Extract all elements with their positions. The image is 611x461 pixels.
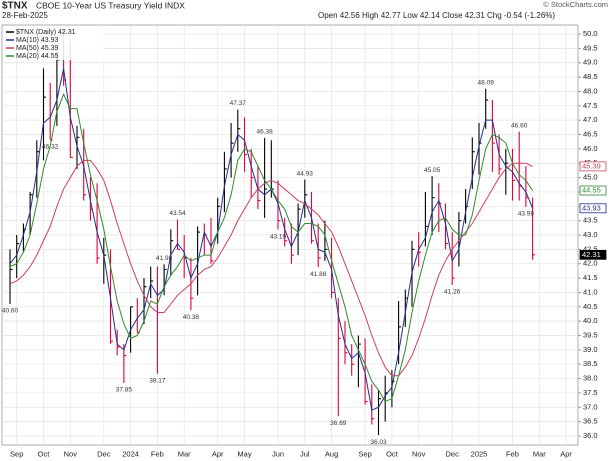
legend-box <box>4 27 104 60</box>
x-tick-label: 2025 <box>471 450 488 459</box>
annotation: 45.05 <box>424 167 441 174</box>
y-tick-label: 46.5 <box>583 129 598 138</box>
y-tick-label: 49.0 <box>583 58 598 67</box>
last-value-tag <box>579 249 607 260</box>
last-value-tag <box>579 203 607 214</box>
last-value-label: 43.93 <box>582 203 601 212</box>
y-tick-label: 40.5 <box>583 302 598 311</box>
x-tick-label: Jun <box>272 450 284 459</box>
x-tick-label: Feb <box>506 450 519 459</box>
x-tick-label: Mar <box>533 450 546 459</box>
y-tick-label: 43.5 <box>583 216 598 225</box>
last-value-label: 42.31 <box>582 250 601 259</box>
y-tick-label: 48.0 <box>583 86 598 95</box>
y-tick-label: 47.5 <box>583 101 598 110</box>
annotation: 43.98 <box>518 211 535 218</box>
x-tick-label: Apr <box>212 450 224 459</box>
y-tick-label: 48.5 <box>583 72 598 81</box>
x-tick-label: Mar <box>178 450 191 459</box>
legend-label: MA(50) 45.39 <box>16 45 59 52</box>
y-tick-label: 49.5 <box>583 43 598 52</box>
annotation: 43.19 <box>270 233 287 240</box>
y-tick-label: 37.0 <box>583 402 598 411</box>
annotation: 47.37 <box>230 100 247 107</box>
grid-layer <box>2 25 581 445</box>
annotation: 40.60 <box>2 308 19 315</box>
y-tick-label: 46.0 <box>583 144 598 153</box>
y-tick-label: 39.5 <box>583 330 598 339</box>
annotation: 40.38 <box>183 314 200 321</box>
x-tick-label: 2024 <box>122 450 139 459</box>
last-value-label: 44.55 <box>582 185 601 194</box>
date: 28-Feb-2025 <box>2 11 48 20</box>
moving-average-line <box>9 159 533 377</box>
y-tick-label: 38.0 <box>583 374 598 383</box>
annotation: 48.09 <box>478 80 495 87</box>
annotation: 46.32 <box>42 143 59 150</box>
y-tick-label: 41.5 <box>583 273 598 282</box>
y-tick-label: 37.5 <box>583 388 598 397</box>
annotation: 43.54 <box>169 210 186 217</box>
x-tick-label: Oct <box>386 450 399 459</box>
y-tick-label: 36.0 <box>583 431 598 440</box>
x-tick-label: Aug <box>325 450 338 459</box>
annotation: 44.93 <box>297 170 314 177</box>
y-tick-label: 39.0 <box>583 345 598 354</box>
marks-layer <box>9 28 536 436</box>
last-value-label: 45.39 <box>582 161 601 170</box>
x-tick-label: Nov <box>64 450 78 459</box>
y-tick-label: 38.5 <box>583 359 598 368</box>
annotation: 46.38 <box>256 129 273 136</box>
chart-subtitle: CBOE 10-Year US Treasury Yield INDX <box>36 0 185 10</box>
annotation: 38.17 <box>149 377 166 384</box>
y-tick-label: 45.0 <box>583 173 598 182</box>
x-tick-label: Apr <box>560 450 572 459</box>
y-tick-label: 50.0 <box>583 29 598 38</box>
annotation: 36.03 <box>370 439 387 446</box>
x-tick-label: Nov <box>412 450 426 459</box>
annotation: 37.85 <box>116 387 133 394</box>
y-tick-label: 42.0 <box>583 259 598 268</box>
x-tick-label: Jul <box>300 450 310 459</box>
x-tick-label: May <box>237 450 251 459</box>
y-tick-label: 47.0 <box>583 115 598 124</box>
annotation: 41.98 <box>156 255 173 262</box>
annotation: 41.88 <box>310 271 327 278</box>
y-tick-label: 41.0 <box>583 287 598 296</box>
annotation: 36.69 <box>330 420 347 427</box>
x-tick-label: Sep <box>358 450 371 459</box>
y-tick-label: 42.5 <box>583 244 598 253</box>
quote: Open 42.56 High 42.77 Low 42.14 Close 42… <box>318 11 555 20</box>
x-tick-label: Sep <box>10 450 23 459</box>
annotation: 41.26 <box>444 289 461 296</box>
y-tick-label: 40.0 <box>583 316 598 325</box>
legend-label: MA(20) 44.55 <box>16 53 59 60</box>
y-tick-label: 43.0 <box>583 230 598 239</box>
source: © StockCharts.com <box>543 0 608 9</box>
last-value-tag <box>579 161 607 172</box>
last-value-tag <box>579 185 607 196</box>
annotation: 46.60 <box>511 122 528 129</box>
y-tick-label: 36.5 <box>583 417 598 426</box>
x-tick-label: Feb <box>151 450 164 459</box>
moving-average-line <box>9 93 534 403</box>
legend-label: MA(10) 43.93 <box>16 37 59 44</box>
chart-title: $TNX <box>2 1 28 12</box>
labels-layer: 36.0 36.5 37.0 37.5 38.0 38.5 39.0 39.5 40.0 40.5… <box>2 27 607 459</box>
x-tick-label: Dec <box>97 450 111 459</box>
x-tick-label: Dec <box>446 450 460 459</box>
x-tick-label: Oct <box>38 450 51 459</box>
legend-label: $TNX (Daily) 42.31 <box>16 29 76 36</box>
